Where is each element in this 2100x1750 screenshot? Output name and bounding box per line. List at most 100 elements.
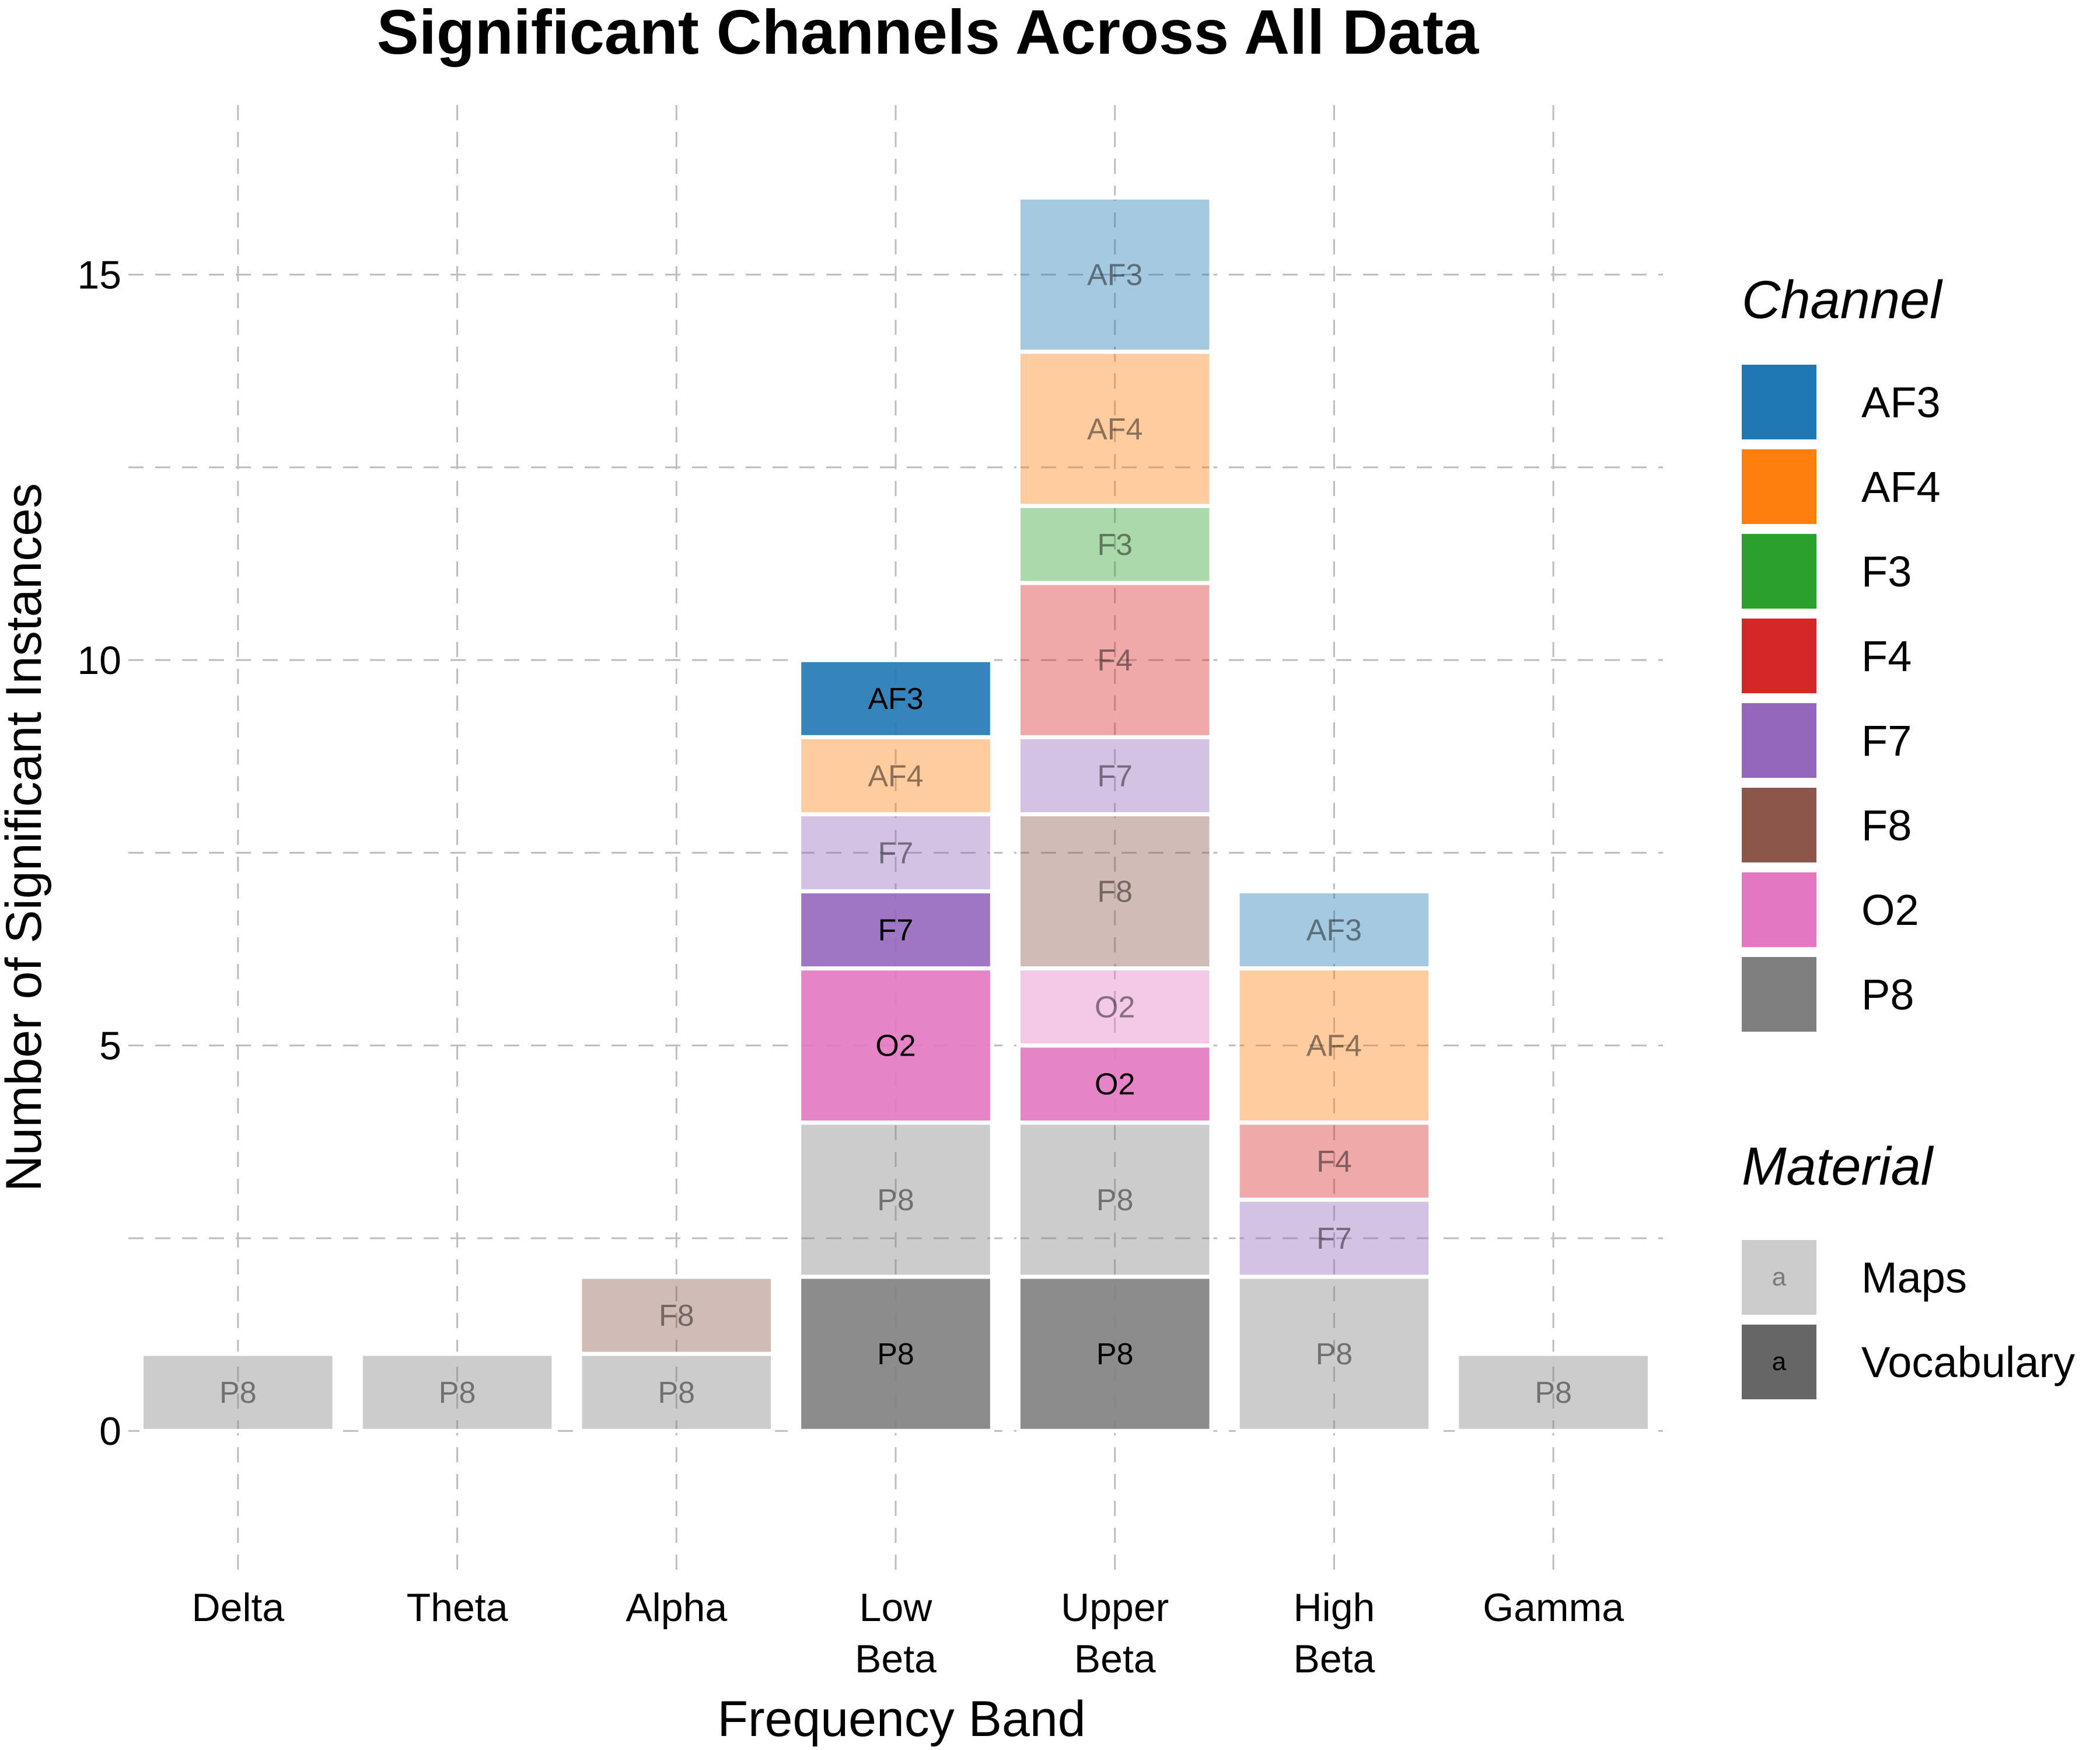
bar-segment-delta-p8: P8: [139, 1351, 337, 1433]
bar-rect: [578, 1274, 775, 1356]
x-tick-label: Alpha: [626, 1585, 727, 1630]
legend-label: AF4: [1861, 463, 1941, 511]
legend-entry-f8: F8: [1742, 788, 1912, 862]
bar-segment-low-beta-o2: O2: [797, 966, 994, 1125]
bar-rect: [1016, 195, 1214, 354]
legend-label: P8: [1861, 970, 1914, 1019]
bar-segment-label: F7: [1316, 1222, 1352, 1256]
bar-segment-label: P8: [439, 1376, 476, 1410]
legend-key-glyph: a: [1772, 1263, 1787, 1291]
legend-swatch: [1742, 619, 1816, 693]
bar-segment-alpha-p8: P8: [578, 1351, 775, 1433]
y-tick-label: 10: [77, 638, 121, 683]
bar-segment-label: F8: [659, 1299, 694, 1333]
y-axis-tick-labels: 0 5 10 15: [77, 253, 121, 1454]
bar-segment-label: P8: [219, 1376, 257, 1410]
legend-entry-f3: F3: [1742, 534, 1912, 609]
legend-entry-af3: AF3: [1742, 365, 1941, 439]
material-legend-title: Material: [1742, 1137, 1934, 1196]
bar-segment-upper-beta-f4: F4: [1016, 581, 1214, 739]
bar-segment-label: AF3: [1306, 914, 1362, 948]
bar-segment-label: P8: [1096, 1183, 1134, 1217]
legend-label: F4: [1861, 632, 1912, 680]
legend-label: Maps: [1861, 1253, 1967, 1302]
bar-segment-high-beta-af3: AF3: [1235, 889, 1433, 971]
bar-segment-upper-beta-af3: AF3: [1016, 195, 1214, 354]
legend-entry-p8: P8: [1742, 957, 1914, 1032]
bar-segment-upper-beta-p8: P8: [1016, 1274, 1214, 1433]
bar-rect: [797, 966, 994, 1125]
legend-swatch: [1742, 957, 1816, 1032]
chart-title: Significant Channels Across All Data: [377, 0, 1479, 67]
x-axis-tick-labels: Delta Theta Alpha Low Beta Upper Beta High Beta G…: [191, 1585, 1624, 1681]
legend-label: F7: [1861, 717, 1912, 765]
bar-segment-label: F7: [878, 914, 914, 948]
bar-segment-upper-beta-o2: O2: [1016, 1043, 1214, 1125]
bar-segment-label: AF3: [1087, 259, 1142, 292]
legend-swatch: [1742, 1325, 1816, 1399]
channel-legend-entries: AF3 AF4 F3 F4 F7 F8 O2 P8: [1742, 365, 1941, 1032]
bar-segment-label: O2: [875, 1029, 916, 1063]
bar-segment-label: AF3: [868, 682, 923, 716]
bar-segment-label: AF4: [1306, 1029, 1362, 1063]
legend-swatch: [1742, 703, 1816, 778]
bar-segment-low-beta-p8: P8: [797, 1120, 994, 1279]
bar-segment-upper-beta-f8: F8: [1016, 812, 1214, 971]
bar-segment-high-beta-p8: P8: [1235, 1274, 1433, 1433]
bar-segment-upper-beta-f7: F7: [1016, 735, 1214, 816]
legend-swatch: [1742, 872, 1816, 947]
legend-label: F8: [1861, 801, 1912, 850]
legend-entry-f4: F4: [1742, 619, 1912, 693]
legend-label: AF3: [1861, 378, 1941, 427]
y-axis-title: Number of Significant Instances: [0, 483, 52, 1192]
bar-segment-label: P8: [877, 1337, 914, 1371]
bar-segment-label: F8: [1097, 875, 1133, 909]
bar-segment-label: F7: [878, 836, 914, 870]
x-tick-label: Beta: [1074, 1637, 1156, 1681]
y-tick-label: 15: [77, 253, 121, 298]
bar-rect: [1016, 735, 1214, 816]
legend-entry-o2: O2: [1742, 872, 1919, 947]
bar-segment-gamma-p8: P8: [1455, 1351, 1652, 1433]
bar-segment-label: O2: [1095, 991, 1135, 1025]
bar-segment-upper-beta-af4: AF4: [1016, 350, 1214, 508]
bar-segment-label: P8: [1535, 1376, 1572, 1410]
bars: P8 P8 P8 F8 P8 P8 O2 F7 F7 AF4 AF3 P8 P8 O2 O2 F8 F7 F4 F3…: [139, 195, 1652, 1433]
x-axis-title: Frequency Band: [717, 1691, 1085, 1747]
bar-segment-label: AF4: [1087, 413, 1142, 446]
x-tick-label: Gamma: [1483, 1585, 1624, 1630]
bar-rect: [797, 1274, 994, 1433]
bar-rect: [1016, 1120, 1214, 1279]
legend-swatch: [1742, 534, 1816, 609]
channel-legend-title: Channel: [1742, 270, 1943, 330]
bar-segment-label: P8: [658, 1376, 695, 1410]
x-tick-label: Beta: [855, 1637, 937, 1681]
bar-segment-low-beta-f7: F7: [797, 889, 994, 971]
material-legend-entries: a Maps a Vocabulary: [1742, 1240, 2075, 1399]
legend-label: O2: [1861, 886, 1919, 934]
legend-entry-af4: AF4: [1742, 449, 1941, 524]
x-tick-label: High: [1293, 1585, 1375, 1630]
legend-label: Vocabulary: [1861, 1338, 2075, 1386]
bar-rect: [797, 1120, 994, 1279]
y-tick-label: 5: [99, 1024, 121, 1068]
bar-segment-low-beta-af3: AF3: [797, 658, 994, 739]
bar-segment-low-beta-p8: P8: [797, 1274, 994, 1433]
bar-segment-alpha-f8: F8: [578, 1274, 775, 1356]
bar-rect: [139, 1351, 337, 1433]
bar-segment-label: F7: [1097, 759, 1133, 793]
x-tick-label: Delta: [191, 1585, 284, 1630]
bar-segment-upper-beta-o2: O2: [1016, 966, 1214, 1048]
bar-rect: [1235, 889, 1433, 971]
legend-key-glyph: a: [1772, 1347, 1787, 1376]
bar-rect: [797, 812, 994, 893]
bar-rect: [1235, 1120, 1433, 1202]
legend-entry-vocabulary: a Vocabulary: [1742, 1325, 2075, 1399]
bar-segment-low-beta-f7: F7: [797, 812, 994, 893]
bar-segment-label: AF4: [868, 759, 923, 793]
bar-segment-low-beta-af4: AF4: [797, 735, 994, 816]
bar-rect: [797, 658, 994, 739]
x-tick-label: Upper: [1061, 1585, 1169, 1630]
legend-swatch: [1742, 788, 1816, 862]
bar-rect: [797, 889, 994, 971]
